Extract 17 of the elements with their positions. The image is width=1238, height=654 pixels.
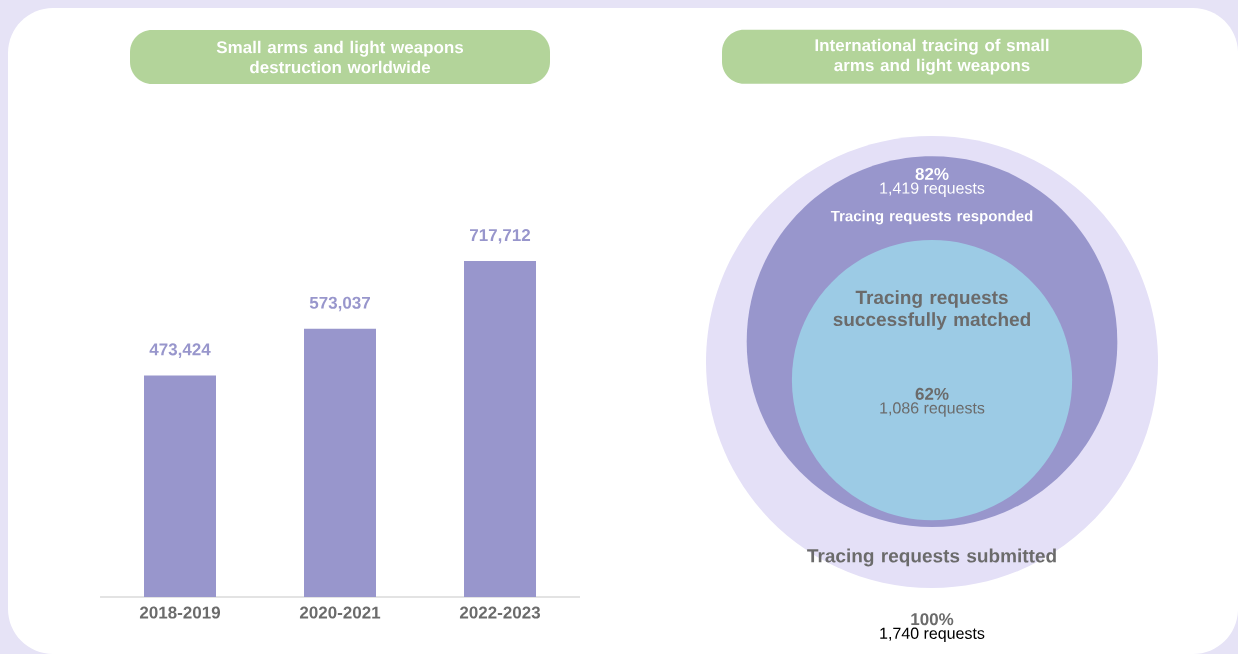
x-tick-label: 2018-2019 <box>139 606 221 619</box>
data-label: 82% <box>915 167 949 180</box>
data-label: 717,712 <box>470 229 531 244</box>
data-label: 573,037 <box>309 296 370 312</box>
text: 1,419 requests <box>880 182 985 197</box>
text: 1,086 requests <box>880 402 985 417</box>
category-label: Tracing requests successfully matched <box>833 290 1030 330</box>
text: 1,740 requests <box>880 627 985 643</box>
x-tick-label: 2022-2023 <box>459 606 541 619</box>
category-label: Tracing requests responded <box>830 210 1033 225</box>
data-label: 100% <box>911 613 954 626</box>
data-label: 62% <box>915 387 949 400</box>
category-label: Tracing requests submitted <box>807 548 1056 567</box>
x-tick-label: 2020-2021 <box>299 606 381 619</box>
text: International tracing of small arms and light weapons <box>815 38 1049 75</box>
data-label: 473,424 <box>149 343 211 358</box>
chart-title: Small arms and light weapons destruction worldwide <box>216 40 464 74</box>
